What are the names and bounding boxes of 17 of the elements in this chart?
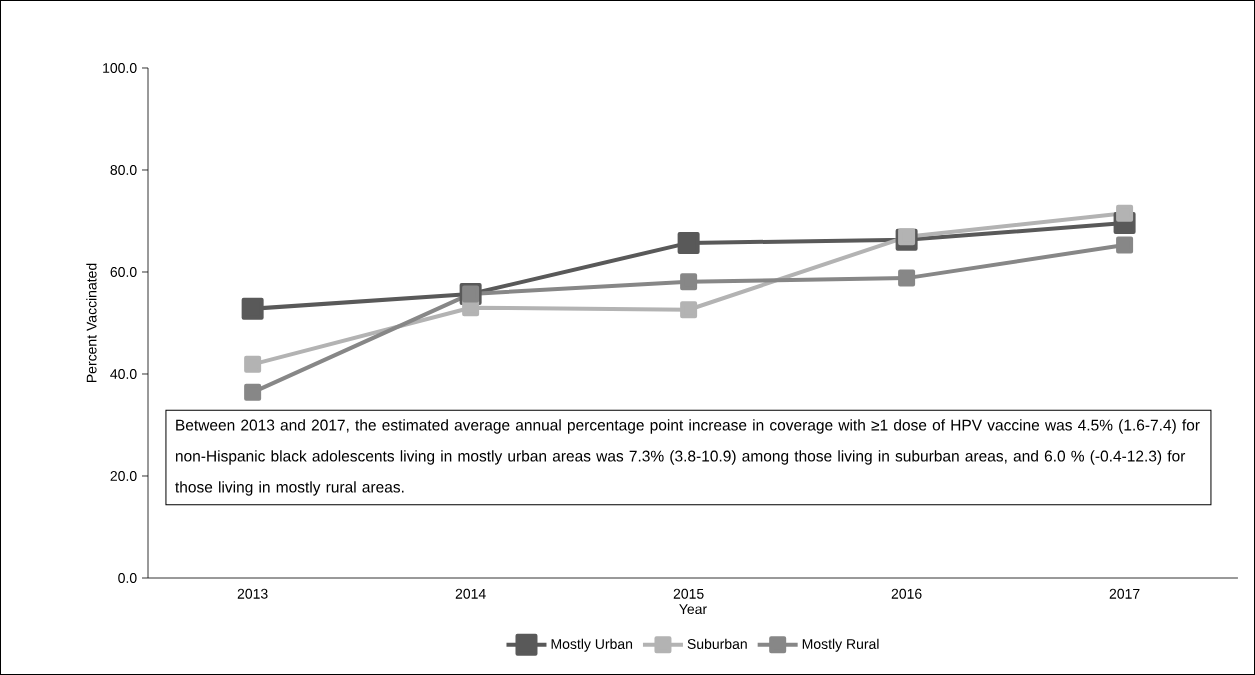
y-tick-label: 20.0	[110, 471, 137, 481]
annotation: Between 2013 and 2017, the estimated average annual percentage point increase in coverage with ≥1 dose of HPV vaccine was 4.5% (1.6-7.4) for non-Hispanic black adolescents living in mostly urban areas was 7.3% (3.8-10.9) among those living in suburban areas, and 6.0 % (-0.4-12.3) for those living in mostly rural areas.	[175, 419, 1200, 496]
x-tick-label: 2017	[1109, 588, 1140, 599]
x-tick-label: 2015	[673, 588, 704, 599]
y-tick-label: 100.0	[103, 63, 137, 73]
x-axis-title: Year	[679, 604, 707, 615]
y-tick-label: 60.0	[110, 267, 137, 277]
y-tick-label: 40.0	[110, 369, 137, 379]
x-tick-label: 2016	[891, 588, 922, 599]
legend-label: Mostly Rural	[802, 638, 879, 652]
y-tick-label: 80.0	[110, 165, 137, 175]
legend-label: Suburban	[687, 638, 747, 649]
x-tick-label: 2014	[455, 588, 486, 599]
x-tick-label: 2013	[237, 588, 268, 599]
legend-label: Mostly Urban	[551, 638, 633, 652]
y-axis-title: Percent Vaccinated	[86, 263, 97, 383]
y-tick-label: 0.0	[118, 573, 137, 583]
